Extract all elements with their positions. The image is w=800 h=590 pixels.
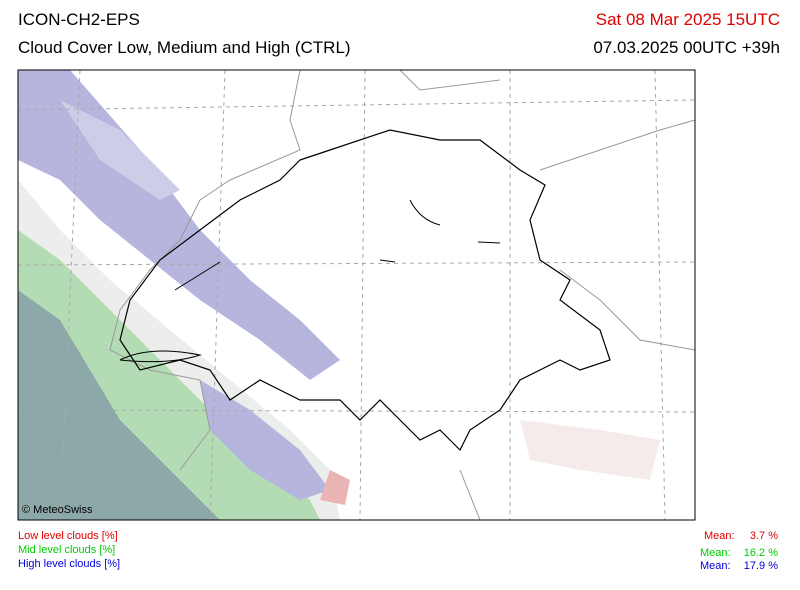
legend-mid: Mid level clouds [%] [18, 544, 116, 556]
valid-time: Sat 08 Mar 2025 15UTC [595, 10, 780, 29]
mean-value: 16.2 % [743, 547, 778, 559]
mean-value: 17.9 % [743, 560, 778, 572]
swiss-border [119, 129, 611, 452]
product-name: Cloud Cover Low, Medium and High (CTRL) [18, 38, 351, 57]
model-name: ICON-CH2-EPS [18, 10, 140, 29]
graticule [17, 69, 696, 521]
mean-label: Mean: [700, 547, 731, 559]
mean-label: Mean: [700, 560, 731, 572]
credit: © MeteoSwiss [22, 504, 93, 516]
legend-high: High level clouds [%] [18, 558, 121, 570]
cloud-fields [18, 70, 660, 520]
mean-value: 3.7 % [749, 530, 778, 542]
legend-low: Low level clouds [%] [18, 530, 118, 542]
run-time: 07.03.2025 00UTC +39h [593, 38, 780, 57]
country-borders [109, 69, 696, 521]
lakes [119, 199, 501, 363]
mean-label: Mean: [704, 530, 735, 542]
map-frame [17, 69, 696, 521]
